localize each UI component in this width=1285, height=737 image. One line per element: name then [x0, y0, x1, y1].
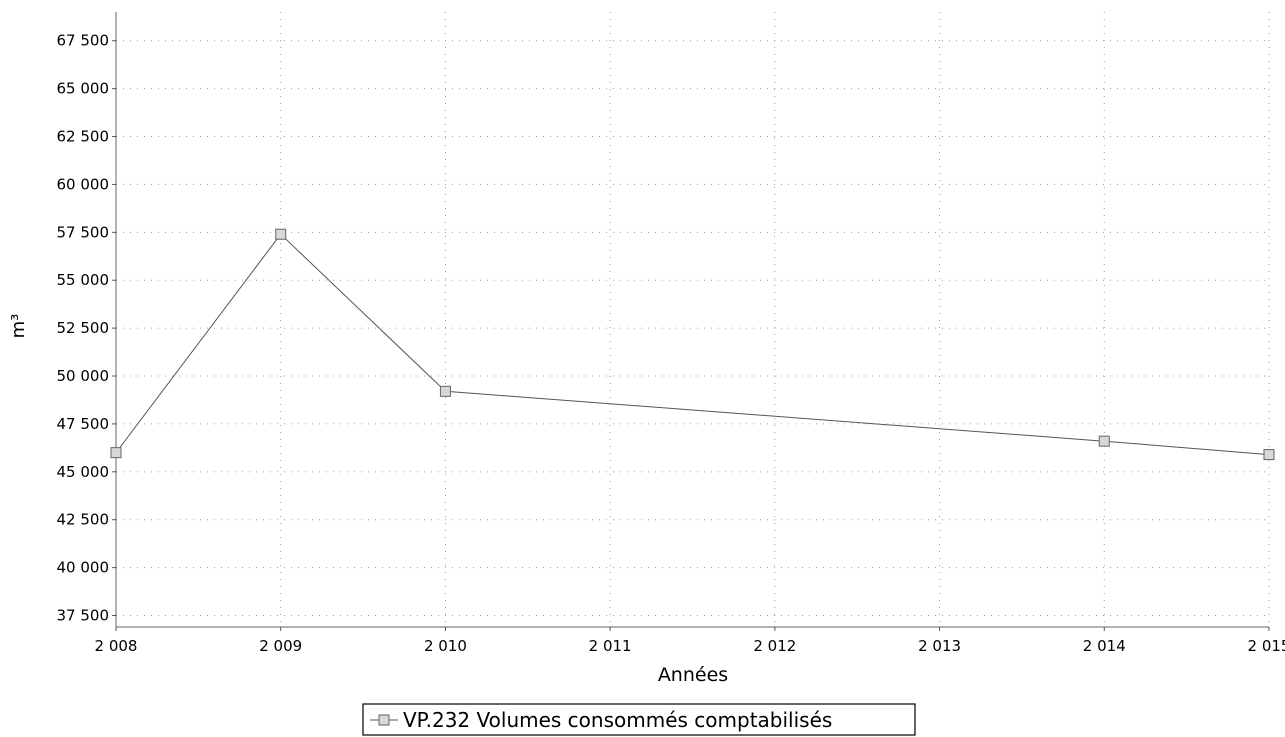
legend: VP.232 Volumes consommés comptabilisés: [362, 703, 916, 736]
y-tick-label: 55 000: [57, 271, 110, 289]
y-tick-label: 45 000: [57, 463, 110, 481]
x-tick-label: 2 009: [259, 637, 302, 655]
legend-entry-label: VP.232 Volumes consommés comptabilisés: [403, 708, 832, 732]
x-axis-title: Années: [658, 664, 728, 686]
x-tick-label: 2 013: [918, 637, 961, 655]
x-axis-ticks: 2 008 2 009 2 010 2 011 2 012 2 013 2 014 2 015: [95, 627, 1285, 655]
y-tick-label: 40 000: [57, 559, 110, 577]
y-tick-label: 52 500: [57, 319, 110, 337]
x-tick-label: 2 012: [753, 637, 796, 655]
y-axis-title: m³: [8, 314, 29, 339]
y-tick-label: 57 500: [57, 223, 110, 241]
series-line: [115, 233, 1270, 456]
y-tick-label: 67 500: [57, 32, 110, 50]
data-point-marker: [1263, 449, 1275, 461]
data-point-marker: [439, 385, 451, 397]
legend-frame: [362, 703, 916, 736]
data-point-marker: [275, 228, 287, 240]
y-tick-label: 65 000: [57, 80, 110, 98]
y-tick-label: 42 500: [57, 511, 110, 529]
series-markers: [110, 228, 1275, 461]
y-tick-label: 50 000: [57, 367, 110, 385]
series-lines: [115, 233, 1270, 456]
x-tick-label: 2 008: [95, 637, 138, 655]
y-tick-label: 60 000: [57, 175, 110, 193]
x-tick-label: 2 015: [1248, 637, 1285, 655]
x-tick-label: 2 010: [424, 637, 467, 655]
axes: [115, 12, 1269, 628]
data-point-marker: [1098, 435, 1110, 447]
x-tick-label: 2 014: [1083, 637, 1126, 655]
legend-marker-icon: [378, 714, 390, 726]
y-tick-label: 37 500: [57, 607, 110, 625]
y-tick-label: 62 500: [57, 128, 110, 146]
data-point-marker: [110, 447, 122, 459]
grid-lines: [115, 12, 1270, 627]
x-tick-label: 2 011: [589, 637, 632, 655]
y-axis-ticks: 37 500 40 000 42 500 45 000 47 500 50 000 52 5…: [57, 32, 116, 625]
y-tick-label: 47 500: [57, 415, 110, 433]
